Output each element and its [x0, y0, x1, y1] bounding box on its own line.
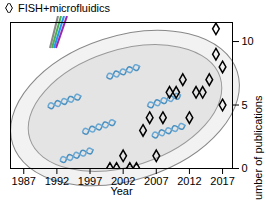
svg-text:1987: 1987	[12, 175, 36, 187]
svg-text:Year: Year	[110, 185, 133, 197]
svg-text:2002: 2002	[110, 175, 136, 188]
svg-text:1997: 1997	[78, 175, 102, 187]
svg-text:0: 0	[242, 162, 248, 174]
svg-text:2007: 2007	[144, 175, 168, 187]
svg-text:2017: 2017	[210, 175, 234, 187]
svg-text:2012: 2012	[177, 175, 201, 187]
svg-text:1992: 1992	[45, 175, 69, 187]
html-text:FISH+microfluidics: FISH+microfluidics	[18, 2, 110, 14]
svg-text:Number of publications: Number of publications	[252, 95, 264, 200]
svg-text:5: 5	[242, 99, 248, 111]
svg-text:10: 10	[242, 35, 254, 47]
